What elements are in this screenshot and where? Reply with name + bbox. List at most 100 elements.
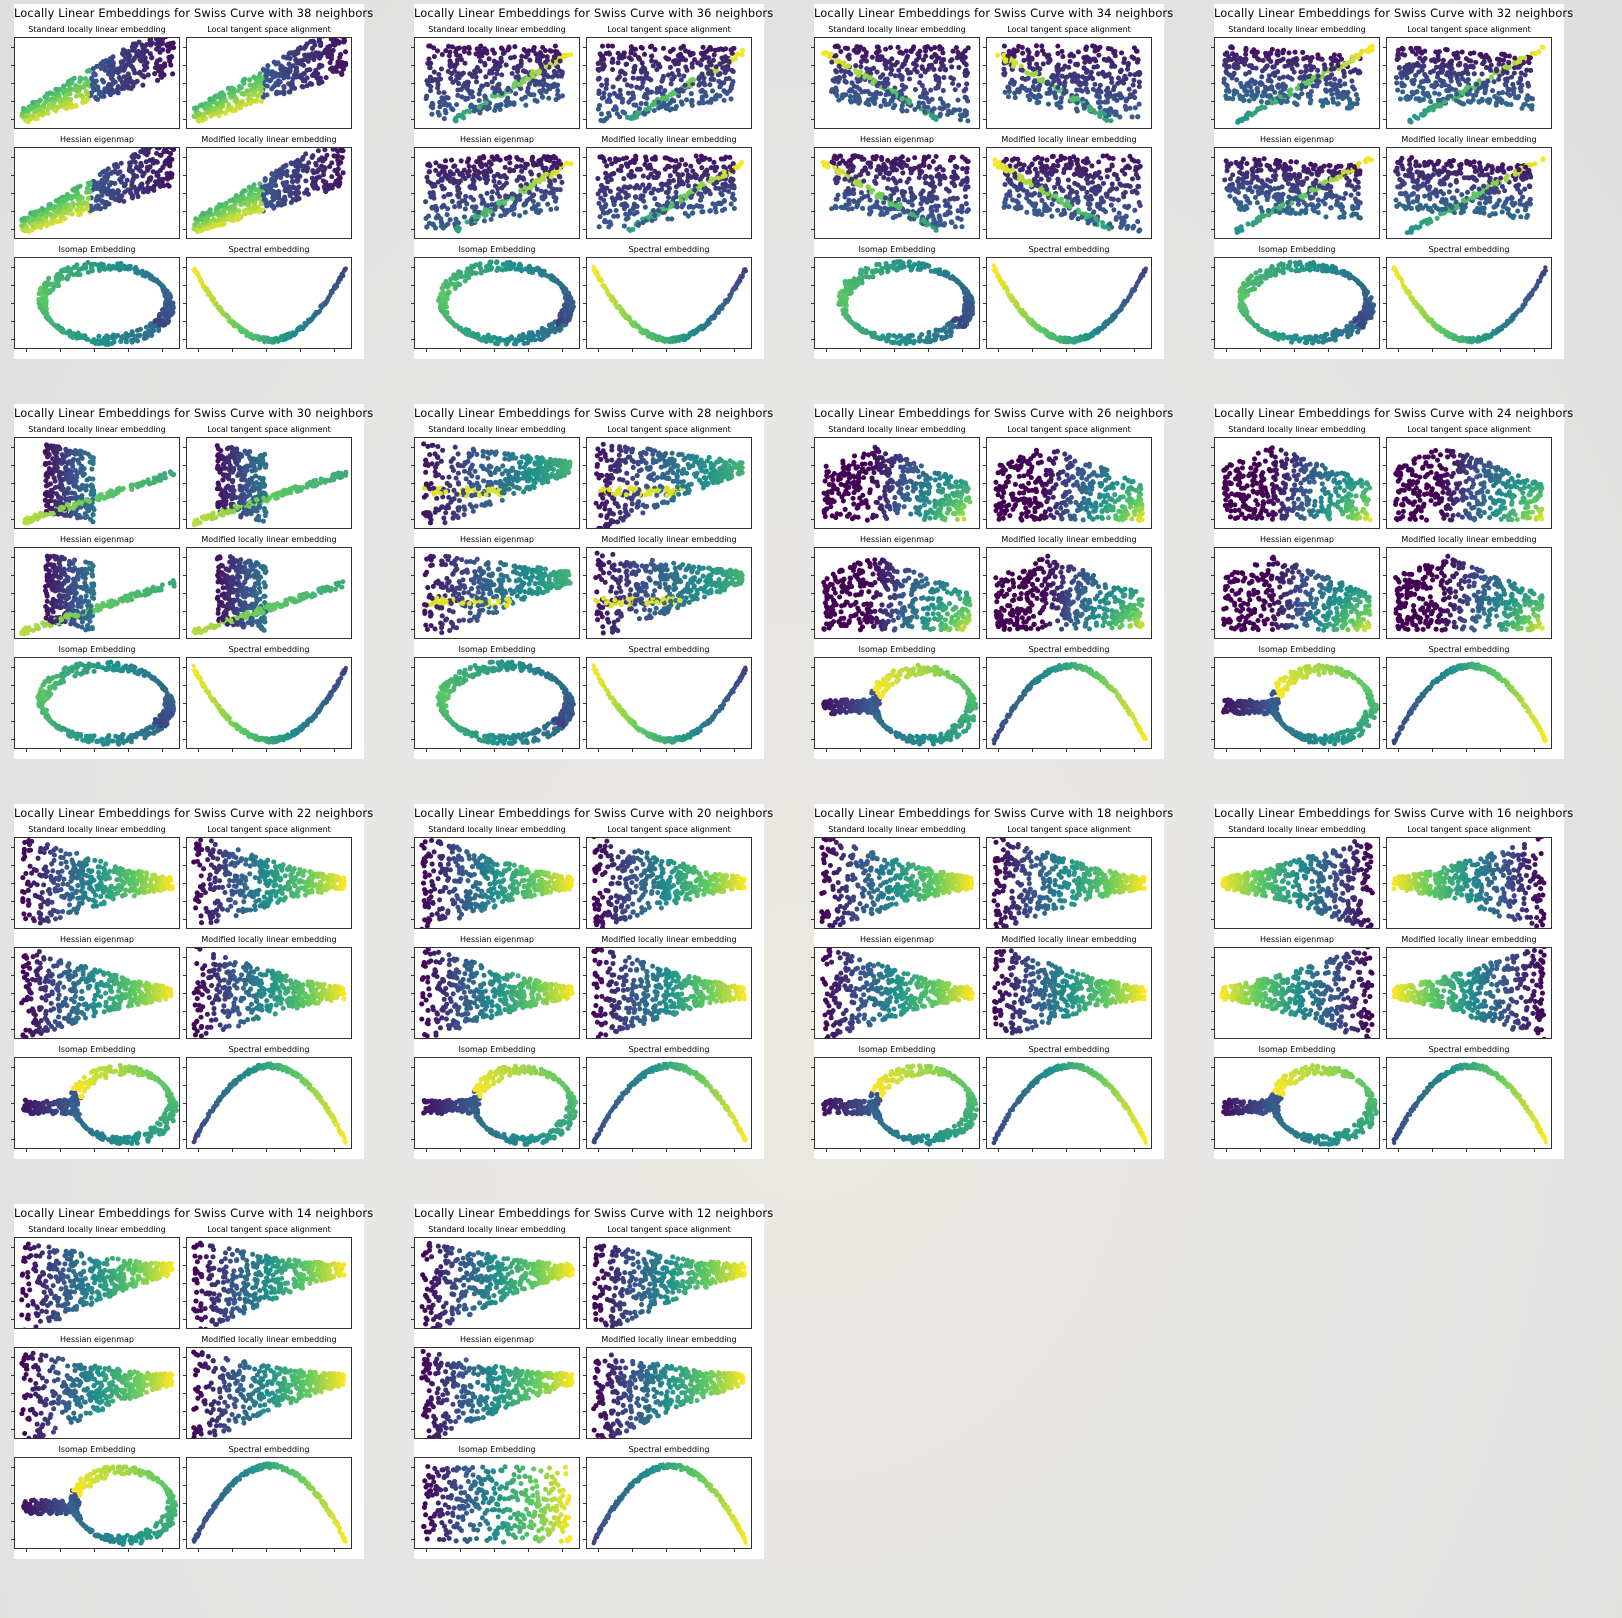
scatter-point <box>460 83 466 89</box>
scatter-point <box>230 86 236 92</box>
scatter-point <box>507 155 513 161</box>
scatter-point <box>38 285 44 291</box>
scatter-point <box>552 43 558 49</box>
scatter-point <box>685 172 691 178</box>
scatter-point <box>528 171 535 177</box>
scatter-point <box>541 268 547 274</box>
axis-tick <box>583 175 586 176</box>
scatter-point <box>555 64 561 70</box>
scatter-point <box>604 81 610 87</box>
scatter-point <box>317 79 323 85</box>
scatter-point <box>238 202 244 208</box>
axis-tick <box>128 349 129 352</box>
scatter-point <box>240 194 246 200</box>
scatter-point <box>337 175 343 181</box>
scatter-point <box>607 156 613 162</box>
scatter-point <box>634 209 640 215</box>
scatter-point <box>628 48 634 54</box>
scatter-point <box>77 211 83 217</box>
scatter-point <box>490 66 496 72</box>
scatter-point <box>611 213 617 219</box>
scatter-point <box>501 182 507 189</box>
scatter-point <box>104 199 110 206</box>
scatter-point <box>654 67 660 73</box>
scatter-point <box>149 40 155 46</box>
scatter-point <box>117 177 123 183</box>
scatter-point <box>138 149 144 155</box>
scatter-point <box>720 47 726 53</box>
scatter-point <box>258 98 264 104</box>
scatter-point <box>304 187 310 193</box>
scatter-point <box>530 47 536 53</box>
scatter-point <box>511 65 517 71</box>
scatter-point <box>534 186 540 192</box>
scatter-point <box>623 216 629 222</box>
scatter-point <box>454 179 460 185</box>
scatter-point <box>156 321 162 327</box>
scatter-point <box>157 183 163 189</box>
scatter-point <box>150 169 156 175</box>
scatter-point <box>671 98 677 104</box>
scatter-point <box>425 213 432 219</box>
scatter-point <box>522 201 529 207</box>
subplot-title: Modified locally linear embedding <box>185 135 353 145</box>
scatter-point <box>236 208 242 214</box>
scatter-point <box>517 213 523 219</box>
scatter-point <box>74 335 80 341</box>
scatter-point <box>122 181 128 187</box>
scatter-point <box>144 60 150 66</box>
scatter-point <box>607 92 613 98</box>
scatter-point <box>336 161 342 167</box>
scatter-plot <box>191 266 348 345</box>
scatter-plot <box>19 38 177 125</box>
scatter-point <box>511 341 517 347</box>
scatter-point <box>483 162 489 168</box>
scatter-point <box>244 88 250 94</box>
scatter-point <box>246 184 252 190</box>
scatter-point <box>70 187 76 193</box>
scatter-plot <box>595 43 746 124</box>
scatter-point <box>449 198 455 204</box>
scatter-point <box>117 169 123 175</box>
scatter-point <box>543 171 549 177</box>
scatter-point <box>60 198 66 204</box>
scatter-point <box>684 67 690 73</box>
scatter-point <box>74 190 80 196</box>
scatter-point <box>546 95 552 101</box>
scatter-point <box>140 82 146 88</box>
scatter-point <box>316 38 322 45</box>
scatter-point <box>459 198 465 204</box>
scatter-point <box>610 59 616 65</box>
scatter-point <box>526 91 532 97</box>
scatter-point <box>527 196 533 202</box>
scatter-point <box>603 85 609 92</box>
scatter-point <box>52 107 58 113</box>
scatter-point <box>107 182 113 188</box>
scatter-point <box>132 79 138 86</box>
scatter-point <box>700 209 706 215</box>
scatter-point <box>444 212 450 218</box>
scatter-point <box>637 166 643 172</box>
scatter-point <box>154 172 160 178</box>
scatter-point <box>118 260 124 266</box>
axis-tick <box>411 175 414 176</box>
scatter-point <box>327 60 333 66</box>
scatter-point <box>320 172 327 178</box>
scatter-point <box>700 44 706 50</box>
scatter-point <box>466 109 473 115</box>
scatter-point <box>289 161 295 167</box>
scatter-point <box>474 65 480 71</box>
scatter-point <box>233 96 239 102</box>
scatter-point <box>199 217 205 223</box>
subplot-axes <box>814 37 980 129</box>
scatter-point <box>239 91 245 97</box>
scatter-point <box>214 205 220 211</box>
scatter-point <box>211 106 217 112</box>
scatter-point <box>435 82 441 88</box>
scatter-point <box>95 180 101 186</box>
axis-tick <box>411 321 414 322</box>
scatter-point <box>58 214 64 220</box>
scatter-point <box>128 63 134 69</box>
scatter-point <box>713 96 719 102</box>
scatter-point <box>317 157 323 163</box>
